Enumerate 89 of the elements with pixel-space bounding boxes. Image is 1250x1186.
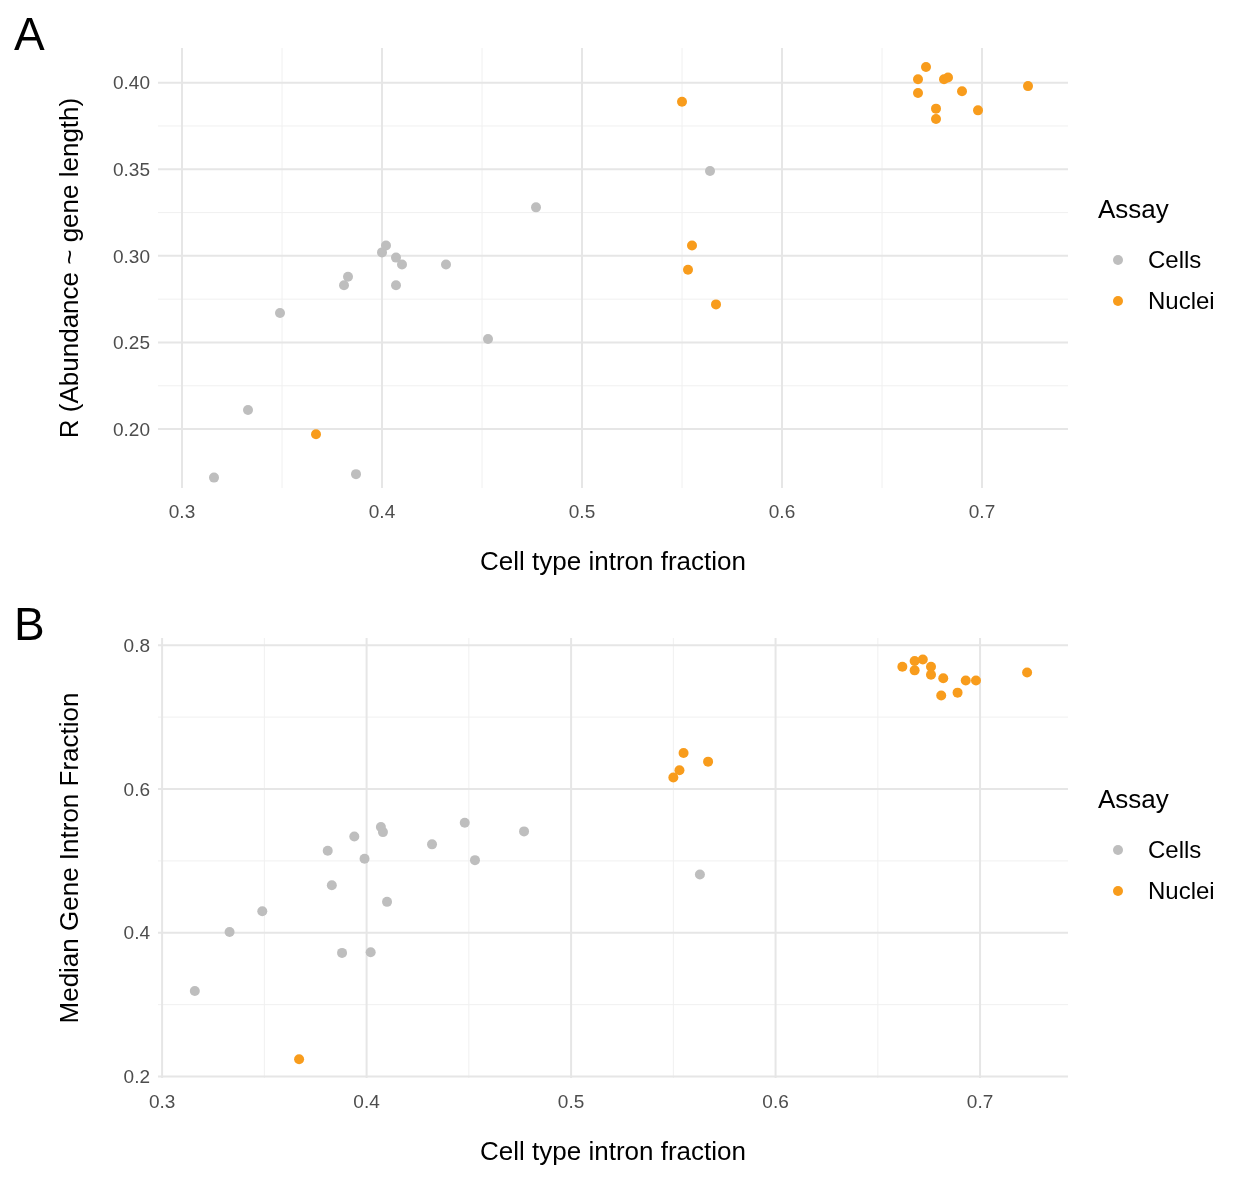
point: [897, 661, 908, 672]
point: [377, 827, 388, 838]
point: [913, 88, 923, 99]
point: [711, 299, 721, 310]
point: [973, 105, 983, 116]
x-tick-label: 0.6: [762, 1091, 789, 1112]
legend-label: Nuclei: [1148, 877, 1215, 905]
point: [917, 654, 928, 665]
y-tick-label: 0.2: [123, 1066, 150, 1088]
chart-title: B: [14, 598, 45, 650]
x-tick-label: 0.7: [966, 1091, 994, 1112]
x-tick-label: 0.4: [353, 1091, 381, 1112]
point: [913, 74, 923, 85]
legend-label: Cells: [1148, 836, 1202, 864]
point: [257, 906, 268, 917]
point: [311, 429, 321, 440]
point: [382, 896, 393, 907]
x-tick-label: 0.5: [568, 501, 596, 522]
point: [351, 469, 361, 480]
legend-title: Assay: [1098, 194, 1169, 224]
point: [703, 756, 714, 767]
point: [224, 927, 235, 938]
point: [343, 271, 353, 282]
y-tick-label: 0.4: [123, 922, 151, 944]
point: [705, 165, 715, 176]
x-tick-label: 0.7: [968, 501, 996, 522]
y-tick-label: 0.20: [113, 418, 150, 440]
point: [668, 772, 679, 783]
x-tick-label: 0.3: [168, 501, 196, 522]
y-axis-title: R (Abundance ~ gene length): [54, 97, 84, 439]
point: [931, 114, 941, 125]
point: [674, 765, 685, 776]
point: [441, 259, 451, 270]
point: [931, 103, 941, 114]
point: [909, 665, 920, 676]
point: [427, 839, 438, 850]
point: [936, 690, 947, 701]
point: [326, 880, 337, 891]
point: [397, 259, 407, 270]
point: [687, 240, 697, 251]
point: [678, 748, 689, 759]
point: [952, 687, 963, 698]
point: [531, 202, 541, 213]
point: [921, 62, 931, 73]
point: [694, 869, 705, 880]
point: [243, 405, 253, 416]
point: [1022, 667, 1033, 678]
point: [683, 264, 693, 275]
x-tick-label: 0.4: [368, 501, 396, 522]
x-tick-label: 0.5: [557, 1091, 585, 1112]
point: [337, 947, 348, 958]
point: [970, 675, 981, 686]
point: [1023, 81, 1033, 92]
x-axis-title: Cell type intron fraction: [480, 1136, 746, 1166]
point: [391, 252, 401, 263]
point: [391, 280, 401, 291]
y-tick-label: 0.30: [113, 245, 150, 267]
point: [275, 308, 285, 319]
x-axis-title: Cell type intron fraction: [480, 546, 746, 576]
y-tick-label: 0.6: [123, 778, 150, 800]
point: [677, 96, 687, 107]
point: [365, 947, 376, 958]
legend-title: Assay: [1098, 784, 1169, 814]
point: [943, 72, 953, 83]
x-tick-label: 0.6: [768, 501, 796, 522]
point: [483, 334, 493, 345]
point: [322, 845, 333, 856]
point: [294, 1054, 305, 1065]
point: [349, 831, 360, 842]
point: [381, 240, 391, 251]
y-tick-label: 0.25: [113, 332, 150, 354]
legend-label: Cells: [1148, 246, 1202, 274]
point: [209, 472, 219, 483]
point: [359, 853, 370, 864]
point: [938, 673, 949, 684]
y-tick-label: 0.35: [113, 158, 150, 180]
x-tick-label: 0.3: [148, 1091, 176, 1112]
y-axis-title: Median Gene Intron Fraction: [54, 692, 84, 1024]
chart-title: A: [14, 8, 45, 60]
point: [957, 86, 967, 97]
point: [960, 675, 971, 686]
point: [519, 826, 530, 837]
point: [339, 280, 349, 291]
y-tick-label: 0.40: [113, 72, 150, 94]
y-tick-label: 0.8: [123, 634, 150, 656]
legend-label: Nuclei: [1148, 287, 1215, 315]
point: [469, 855, 480, 866]
point: [459, 817, 470, 828]
point: [189, 986, 200, 997]
